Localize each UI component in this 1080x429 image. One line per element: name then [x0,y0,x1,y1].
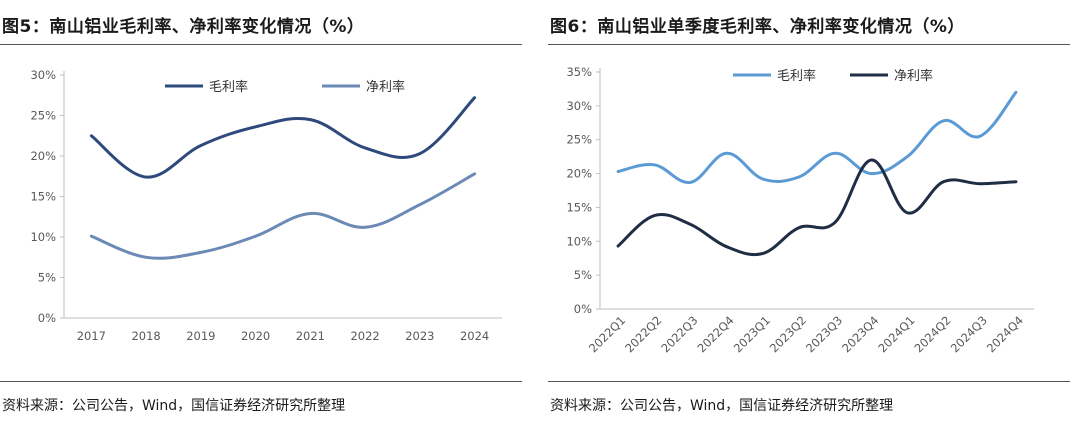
y-tick-label: 10% [566,234,592,248]
title-divider [0,44,522,45]
x-tick-label: 2019 [186,329,215,343]
x-tick-label: 2020 [241,329,270,343]
source-divider [548,381,1070,382]
y-tick-label: 5% [574,268,592,282]
y-tick-label: 10% [30,230,56,244]
x-tick-label: 2023Q3 [803,313,845,355]
legend-label: 净利率 [366,79,405,95]
y-tick-label: 30% [30,68,56,82]
source-divider [0,381,522,382]
x-tick-label: 2024Q2 [912,313,954,355]
y-tick-label: 30% [566,99,592,113]
x-tick-label: 2023Q4 [839,313,881,355]
chart-panel-left: 图5：南山铝业毛利率、净利率变化情况（%） 0% 5% 10% 15% 20% 25% 30… [0,0,532,429]
y-tick-label: 5% [38,271,56,285]
x-tick-label: 2022Q2 [622,313,664,355]
title-divider [548,44,1070,45]
legend-label: 毛利率 [777,68,816,84]
line-chart-quarterly-margin: 0% 5% 10% 15% 20% 25% 30% 35% 2022Q12022Q22022Q3… [566,65,1034,355]
y-tick-label: 35% [566,65,592,79]
chart-panel-right: 图6：南山铝业单季度毛利率、净利率变化情况（%） 0% 5% 10% 15% 20% 25… [548,0,1080,429]
y-tick-label: 0% [574,302,592,316]
y-tick-label: 20% [30,149,56,163]
legend-label: 毛利率 [209,79,248,95]
series-line-2 [616,158,1018,257]
y-tick-label: 25% [566,133,592,147]
x-tick-label: 2018 [131,329,160,343]
figure-title: 图5：南山铝业毛利率、净利率变化情况（%） [2,17,365,37]
x-tick-label: 2023Q1 [731,313,773,355]
y-tick-label: 25% [30,109,56,123]
x-tick-label: 2024 [460,329,489,343]
line-chart-margin: 0% 5% 10% 15% 20% 25% 30% 2017 2018 2019 2020 2021 2… [30,68,502,343]
x-tick-label: 2023 [405,329,434,343]
y-tick-label: 20% [566,167,592,181]
x-tick-label: 2021 [296,329,325,343]
y-tick-label: 0% [38,311,56,325]
x-tick-label: 2022Q4 [695,313,737,355]
legend-label: 净利率 [894,68,933,84]
series-line-1 [616,90,1018,184]
x-tick-label: 2024Q3 [948,313,990,355]
series-line-2 [89,172,477,260]
x-tick-label: 2022Q3 [658,313,700,355]
source-note: 资料来源：公司公告，Wind，国信证券经济研究所整理 [550,398,894,414]
y-tick-label: 15% [30,190,56,204]
x-tick-label: 2024Q4 [984,313,1026,355]
series-line-1 [89,96,477,179]
y-tick-label: 15% [566,200,592,214]
x-tick-label: 2023Q2 [767,313,809,355]
source-note: 资料来源：公司公告，Wind，国信证券经济研究所整理 [2,398,346,414]
x-tick-label: 2024Q1 [875,313,917,355]
figure-title: 图6：南山铝业单季度毛利率、净利率变化情况（%） [550,17,965,37]
x-tick-label: 2017 [77,329,106,343]
x-tick-label: 2022 [350,329,379,343]
x-tick-label: 2022Q1 [586,313,628,355]
